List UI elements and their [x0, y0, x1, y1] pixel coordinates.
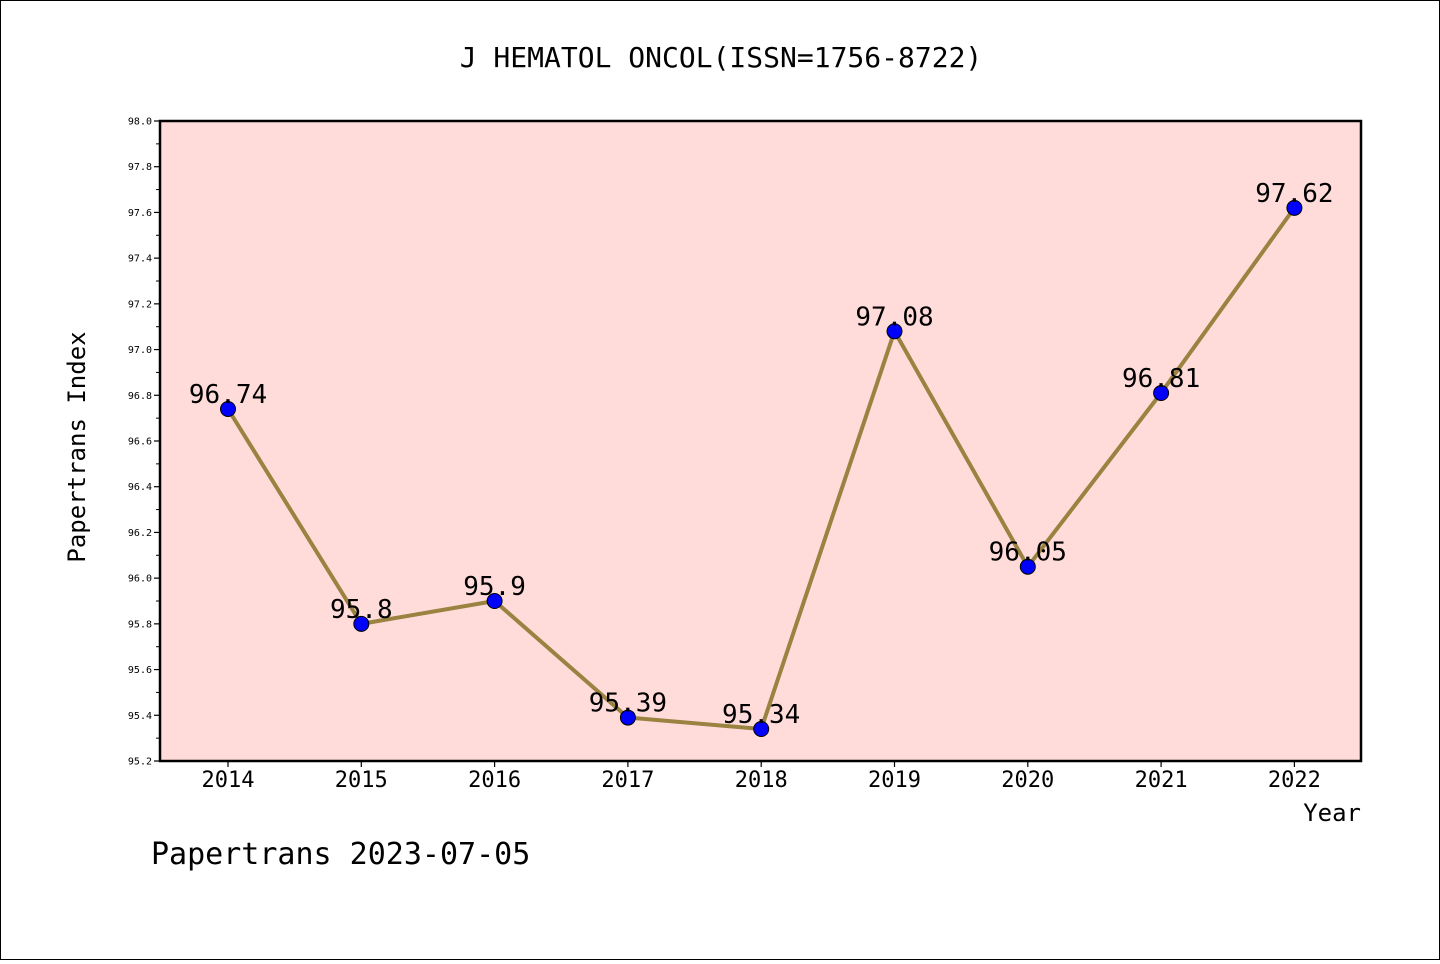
y-tick-label: 97.2: [128, 299, 152, 310]
footer-note: Papertrans 2023-07-05: [151, 837, 530, 872]
x-tick-label: 2020: [1001, 768, 1054, 793]
data-label: 95.39: [589, 689, 667, 719]
y-tick-label: 96.8: [128, 391, 152, 402]
y-tick-label: 96.4: [128, 482, 152, 493]
y-tick-label: 96.6: [128, 437, 152, 448]
chart-title: J HEMATOL ONCOL(ISSN=1756-8722): [460, 41, 983, 74]
x-tick-label: 2021: [1135, 768, 1188, 793]
data-label: 96.05: [989, 538, 1067, 568]
y-axis: 95.2 95.4 95.6 95.8 96.0 96.2 96.4 96.6 96.8 97.0…: [128, 117, 160, 768]
data-label: 97.08: [855, 302, 933, 332]
y-axis-label: Papertrans Index: [63, 331, 91, 562]
x-tick-label: 2022: [1268, 768, 1321, 793]
y-tick-label: 96.0: [128, 574, 152, 585]
x-tick-label: 2016: [468, 768, 521, 793]
data-point: [220, 401, 236, 417]
series-group: 96.74 95.8 95.9 95.39 95.34 97.08 96.05 96.81 97…: [189, 179, 1334, 737]
x-tick-label: 2015: [335, 768, 388, 793]
x-tick-label: 2019: [868, 768, 921, 793]
y-tick-label: 95.6: [128, 665, 152, 676]
y-tick-label: 98.0: [128, 117, 152, 128]
plot-area: [158, 119, 1363, 763]
data-point: [1153, 385, 1170, 401]
data-label: 96.74: [189, 380, 267, 410]
x-tick-label: 2018: [735, 768, 788, 793]
data-point: [753, 721, 770, 737]
data-label: 95.9: [463, 572, 526, 602]
data-label: 95.8: [330, 595, 393, 625]
data-label: 97.62: [1255, 179, 1333, 209]
y-tick-label: 95.4: [128, 711, 152, 722]
y-tick-label: 97.8: [128, 162, 152, 173]
data-point: [1019, 558, 1036, 575]
data-point: [1286, 199, 1303, 216]
data-label: 96.81: [1122, 364, 1200, 394]
x-axis: 2014 2015 2016 2017 2018 2019 2020 2021 2022: [202, 761, 1321, 793]
y-tick-label: 95.8: [128, 619, 152, 630]
y-tick-label: 97.0: [128, 345, 152, 356]
data-label: 95.34: [722, 700, 800, 730]
x-tick-label: 2017: [601, 768, 654, 793]
data-point: [886, 323, 903, 340]
y-tick-label: 97.6: [128, 208, 152, 219]
y-tick-label: 97.4: [128, 254, 152, 265]
x-tick-label: 2014: [202, 768, 255, 793]
x-axis-label: Year: [1303, 799, 1361, 827]
data-point: [486, 593, 503, 609]
y-tick-label: 95.2: [128, 757, 152, 768]
y-tick-label: 96.2: [128, 528, 152, 539]
data-point: [619, 709, 636, 726]
data-point: [353, 615, 370, 632]
